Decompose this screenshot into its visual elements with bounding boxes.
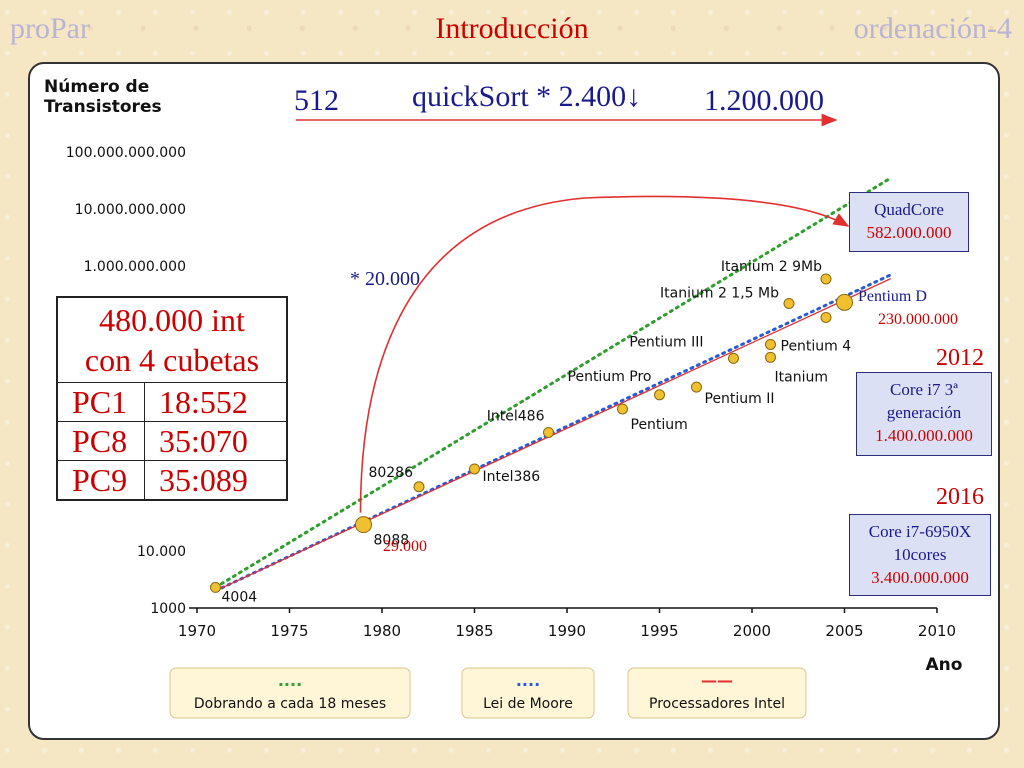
table-cell-pc: PC1 (56, 382, 145, 422)
data-point (617, 403, 628, 415)
table-row: PC8 35:070 (56, 421, 288, 461)
table-cell-time: 35:089 (144, 460, 288, 501)
core-i7-6950x-callout: Core i7-6950X 10cores 3.400.000.000 (849, 514, 991, 596)
banner-start: 512 (294, 84, 339, 117)
data-point (210, 581, 221, 593)
legend-label: Lei de Moore (483, 696, 573, 712)
data-point (783, 297, 795, 309)
point-label: Pentium (631, 417, 688, 433)
legend-box (169, 667, 411, 719)
point-label: 80286 (368, 465, 413, 481)
point-label: 4004 (222, 589, 258, 605)
start-count-annotation: 29.000 (383, 538, 427, 555)
point-label: 8088 (374, 533, 410, 549)
header-right-title: ordenación-4 (853, 12, 1012, 45)
legend-symbol: —— (701, 671, 733, 690)
header-left-title: proPar (10, 12, 90, 45)
growth-arrow (359, 195, 850, 513)
data-point (691, 381, 702, 393)
table-title-line2: con 4 cubetas (84, 342, 260, 378)
table-cell-time: 35:070 (144, 421, 288, 461)
data-point (765, 338, 776, 350)
table-row: PC1 18:552 (56, 382, 288, 422)
table-cell-time: 18:552 (144, 382, 288, 422)
point-label: Itanium (775, 369, 828, 385)
data-point (469, 463, 480, 475)
table-row: PC9 35:089 (56, 460, 288, 501)
year-2016-label: 2016 (936, 484, 984, 510)
y-axis-label-line1: Número de (44, 77, 149, 97)
legend-label: Processadores Intel (649, 696, 785, 712)
core-i7-3-line1: Core i7 3ª (890, 380, 958, 399)
pentium-d-count: 230.000.000 (878, 311, 958, 328)
pentium-d-label: Pentium D (858, 288, 927, 305)
table-title-line1: 480.000 int (99, 302, 245, 338)
core-i7-3-callout: Core i7 3ª generación 1.400.000.000 (856, 372, 992, 456)
data-point (728, 352, 739, 364)
point-label: Intel386 (483, 469, 541, 485)
data-point (413, 481, 425, 493)
data-point (543, 426, 554, 438)
x-axis-label: Ano (926, 655, 963, 675)
x-tick-label: 2010 (918, 622, 956, 640)
x-tick-label: 1975 (270, 622, 308, 640)
x-tick-label: 1985 (455, 622, 493, 640)
year-2012-label: 2012 (936, 345, 984, 371)
x-tick-label: 1995 (640, 622, 678, 640)
legend-box (627, 667, 807, 719)
point-label: Intel486 (487, 408, 545, 424)
point-label: Pentium II (705, 391, 775, 407)
quadcore-callout: QuadCore 582.000.000 (849, 192, 969, 252)
table-cell-pc: PC9 (56, 460, 145, 501)
y-tick-label: 1.000.000.000 (84, 259, 186, 275)
series-line (214, 176, 893, 589)
data-point (765, 351, 776, 363)
quadcore-name: QuadCore (874, 200, 944, 219)
slide-title: Introducción (435, 12, 589, 45)
table-title: 480.000 int con 4 cubetas (56, 296, 288, 383)
data-point (820, 311, 832, 323)
point-label: Pentium Pro (568, 369, 652, 385)
x-tick-label: 2000 (733, 622, 771, 640)
y-axis-label-line2: Transistores (44, 97, 162, 117)
legend-symbol: .... (278, 671, 302, 690)
x-tick-label: 2005 (825, 622, 863, 640)
legend-symbol: .... (516, 671, 540, 690)
data-point (820, 273, 832, 285)
x-tick-label: 1990 (548, 622, 586, 640)
y-tick-label: 1000 (150, 601, 186, 617)
core-i7-6950x-line1: Core i7-6950X (868, 522, 972, 541)
quadcore-count: 582.000.000 (866, 223, 952, 242)
core-i7-3-count: 1.400.000.000 (875, 426, 973, 445)
legend-label: Dobrando a cada 18 meses (194, 696, 386, 712)
point-label: Pentium 4 (781, 338, 852, 354)
x-tick-label: 1980 (363, 622, 401, 640)
benchmark-table: 480.000 int con 4 cubetas PC1 18:552 PC8… (56, 296, 288, 501)
table-cell-pc: PC8 (56, 421, 145, 461)
data-point (355, 516, 372, 534)
point-label: Pentium III (629, 334, 703, 350)
banner-end: 1.200.000 (704, 84, 824, 117)
point-label: Itanium 2 9Mb (721, 259, 822, 275)
data-point (836, 293, 853, 311)
y-tick-label: 10.000.000.000 (75, 202, 186, 218)
y-axis-label: Número de Transistores (44, 77, 162, 117)
legend-box (461, 667, 595, 719)
core-i7-3-line2: generación (886, 403, 962, 422)
y-tick-label: 100.000.000.000 (66, 145, 186, 161)
data-point (654, 389, 665, 401)
x-tick-label: 1970 (178, 622, 216, 640)
core-i7-6950x-line2: 10cores (893, 545, 947, 564)
factor-annotation: * 20.000 (350, 268, 420, 290)
banner-middle: quickSort * 2.400↓ (412, 80, 642, 113)
point-label: Itanium 2 1,5 Mb (660, 285, 779, 301)
core-i7-6950x-count: 3.400.000.000 (871, 568, 969, 587)
y-tick-label: 10.000 (137, 544, 186, 560)
